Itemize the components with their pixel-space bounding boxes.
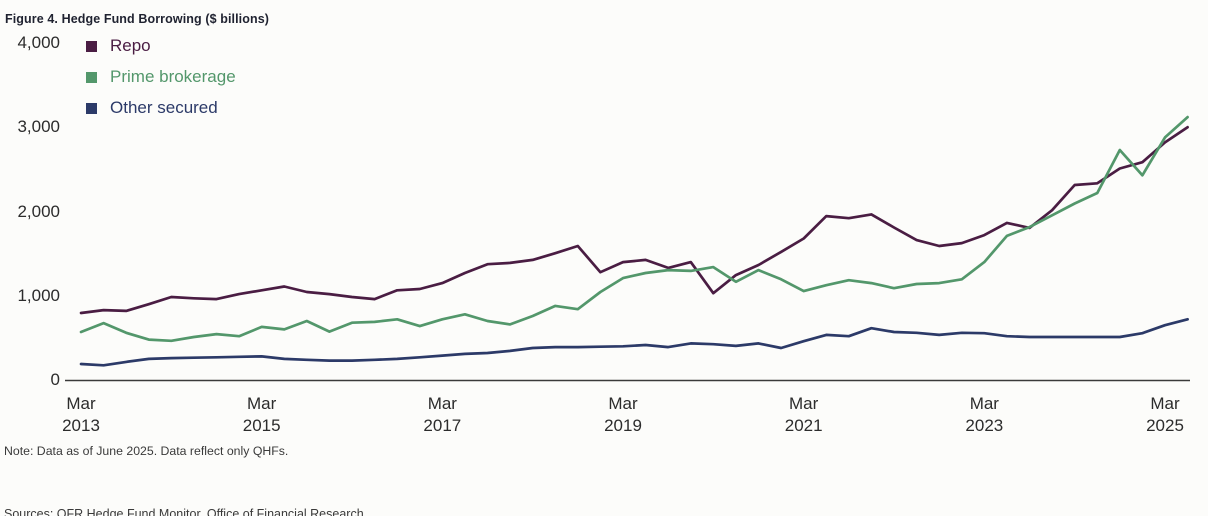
x-tick-year: 2023 [965,416,1004,435]
x-tick-label: Mar 2019 [578,393,668,437]
y-tick-label: 3,000 [17,117,60,137]
other-secured-swatch-icon [86,102,97,114]
x-tick-month: Mar [66,394,96,413]
legend-item-repo: Repo [86,35,236,57]
prime-brokerage-swatch-icon [86,71,97,83]
x-tick-year: 2025 [1146,416,1184,435]
chart-legend: Repo Prime brokerage Other secured [86,35,236,128]
x-tick-month: Mar [969,394,999,413]
y-tick-label: 1,000 [17,285,60,305]
x-tick-label: Mar 2015 [217,393,307,437]
repo-line [79,125,1189,315]
repo-swatch-icon [86,40,97,52]
y-tick-label: 2,000 [17,201,60,221]
y-tick-label: 0 [50,370,60,389]
figure-title: Figure 4. Hedge Fund Borrowing ($ billio… [5,12,270,26]
x-tick-year: 2015 [242,416,281,435]
x-tick-label: Mar 2013 [36,393,126,437]
other-secured-line [79,317,1189,367]
legend-item-other-secured: Other secured [86,97,236,119]
legend-label: Other secured [110,98,218,117]
x-tick-month: Mar [608,394,638,413]
figure-source: Sources: OFR Hedge Fund Monitor, Office … [4,507,364,516]
y-tick-label: 4,000 [17,33,60,52]
x-tick-year: 2017 [423,416,462,435]
legend-label: Repo [110,36,151,55]
x-tick-year: 2019 [604,416,642,435]
legend-label: Prime brokerage [110,67,236,86]
x-tick-month: Mar [1150,394,1180,413]
x-tick-year: 2013 [62,416,100,435]
figure-note: Note: Data as of June 2025. Data reflect… [4,444,289,458]
x-tick-label: Mar 2025 [1120,393,1208,437]
x-tick-label: Mar 2023 [939,393,1029,437]
legend-item-prime-brokerage: Prime brokerage [86,66,236,88]
x-tick-month: Mar [427,394,457,413]
prime-brokerage-line [79,115,1189,343]
x-tick-label: Mar 2021 [759,393,849,437]
x-tick-year: 2021 [784,416,823,435]
x-tick-month: Mar [247,394,277,413]
x-tick-month: Mar [789,394,819,413]
x-tick-label: Mar 2017 [397,393,487,437]
